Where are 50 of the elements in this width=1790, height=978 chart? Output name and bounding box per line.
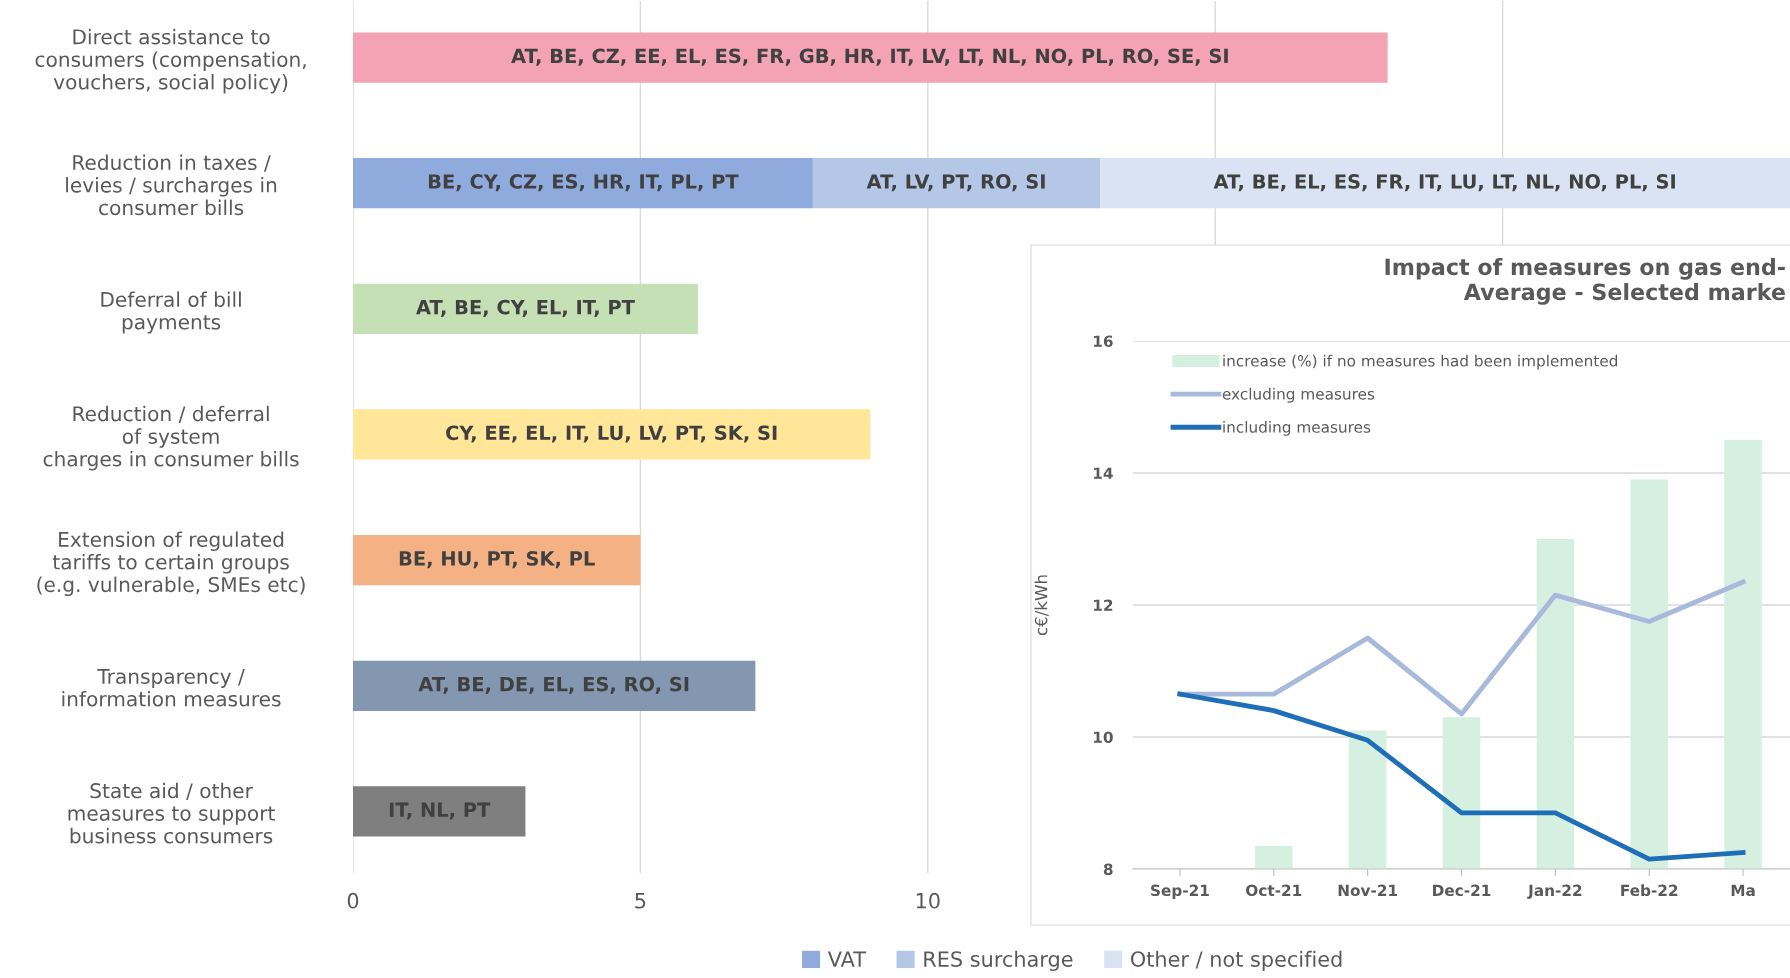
- data-label: IT, NL, PT: [389, 802, 491, 820]
- line-series: [1177, 579, 1746, 717]
- line-series: [1177, 691, 1746, 862]
- x-tick-label: 10: [916, 892, 940, 909]
- y-tick-label: Reduction in taxes / levies / surcharges in consumer bills: [66, 154, 277, 216]
- x-tick-label: Feb-22: [1621, 884, 1678, 897]
- data-label: AT, BE, CZ, EE, EL, ES, FR, GB, HR, IT, LV, LT, NL, NO, PL, RO, SE, SI: [511, 48, 1228, 66]
- data-label: AT, BE, EL, ES, FR, IT, LU, LT, NL, NO, PL, SI: [1213, 174, 1675, 192]
- data-label: CY, EE, EL, IT, LU, LV, PT, SK, SI: [446, 425, 777, 443]
- bar: [353, 786, 526, 837]
- x-tick-label: Oct-21: [1246, 884, 1302, 897]
- y-tick-label: Deferral of bill payments: [101, 291, 241, 334]
- x-tick-label: Ma: [1731, 884, 1755, 897]
- legend-label: excluding measures: [1222, 387, 1375, 403]
- y-tick-label: Direct assistance to consumers (compensation, vouchers, social policy): [35, 28, 306, 94]
- y-tick-label: Extension of regulated tariffs to certain groups (e.g. vulnerable, SMEs etc): [37, 531, 305, 597]
- data-label: AT, BE, DE, EL, ES, RO, SI: [418, 676, 689, 694]
- y-tick-label: 14: [1094, 467, 1113, 479]
- data-label: AT, BE, CY, EL, IT, PT: [416, 299, 635, 317]
- y-tick-label: 12: [1094, 599, 1113, 611]
- data-label: AT, LV, PT, RO, SI: [866, 174, 1045, 192]
- legend-label: Other / not specified: [1130, 950, 1342, 971]
- bar: [353, 283, 698, 334]
- data-label: BE, CY, CZ, ES, HR, IT, PL, PT: [428, 174, 739, 192]
- y-tick-label: 8: [1103, 863, 1113, 876]
- bar: [353, 409, 871, 460]
- x-tick-label: Dec-21: [1433, 884, 1491, 897]
- legend-label: VAT: [827, 951, 867, 967]
- y-tick-label: 10: [1094, 731, 1113, 744]
- bar: [353, 158, 813, 209]
- y-tick-label: Reduction / deferral of system charges in consumer bills: [43, 405, 299, 471]
- data-label: BE, HU, PT, SK, PL: [399, 551, 595, 569]
- chart-title: Impact of measures on gas end- Average - Selected marke: [1385, 258, 1785, 305]
- bar: [812, 158, 1101, 209]
- x-tick-label: Nov-21: [1338, 884, 1398, 897]
- y-tick-label: 16: [1094, 335, 1113, 348]
- bar: [353, 32, 1388, 83]
- bar: [1100, 158, 1790, 209]
- legend-label: RES surcharge: [924, 950, 1073, 971]
- y-tick-label: State aid / other measures to support business consumers: [68, 782, 275, 844]
- legend-label: increase (%) if no measures had been implemented: [1223, 354, 1618, 370]
- bar: [353, 535, 641, 586]
- x-tick-label: 0: [347, 892, 359, 909]
- legend-label: including measures: [1223, 420, 1371, 436]
- x-tick-label: 5: [635, 893, 646, 909]
- x-tick-label: Jan-22: [1527, 884, 1582, 899]
- bar: [353, 660, 756, 711]
- y-axis-title: c€/kWh: [1034, 575, 1049, 636]
- y-tick-label: Transparency / information measures: [62, 669, 281, 707]
- x-tick-label: Sep-21: [1151, 884, 1209, 900]
